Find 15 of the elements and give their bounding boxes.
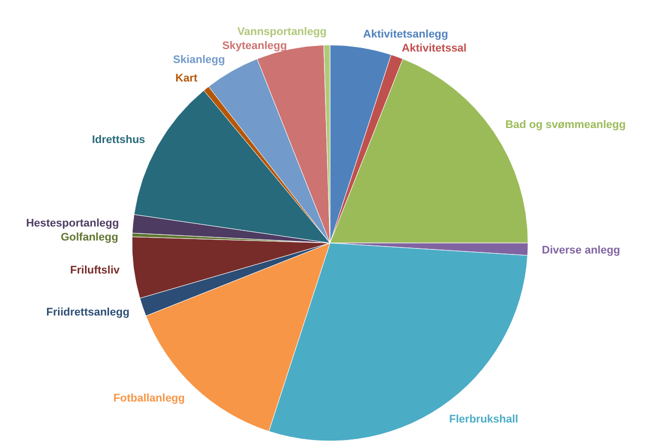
- slice-label: Diverse anlegg: [542, 244, 620, 257]
- slice-label: Golfanlegg: [60, 231, 118, 244]
- slice-label: Aktivitetsanlegg: [363, 28, 448, 41]
- slice-label: Kart: [175, 72, 198, 85]
- slice-label: Flerbrukshall: [449, 413, 518, 426]
- slice-label: Fotballanlegg: [113, 392, 185, 405]
- slice-label: Friluftsliv: [70, 264, 121, 277]
- slice-label: Skyteanlegg: [222, 40, 288, 52]
- slice-label: Idrettshus: [92, 134, 146, 146]
- slice-label: Bad og svømmeanlegg: [505, 118, 626, 131]
- slice-label: Hestesportanlegg: [26, 217, 120, 230]
- slice-label: Vannsportanlegg: [237, 26, 327, 38]
- slice-label: Aktivitetssal: [402, 42, 467, 55]
- slice-label: Skianlegg: [172, 54, 225, 66]
- slice-label: Friidrettsanlegg: [46, 306, 130, 319]
